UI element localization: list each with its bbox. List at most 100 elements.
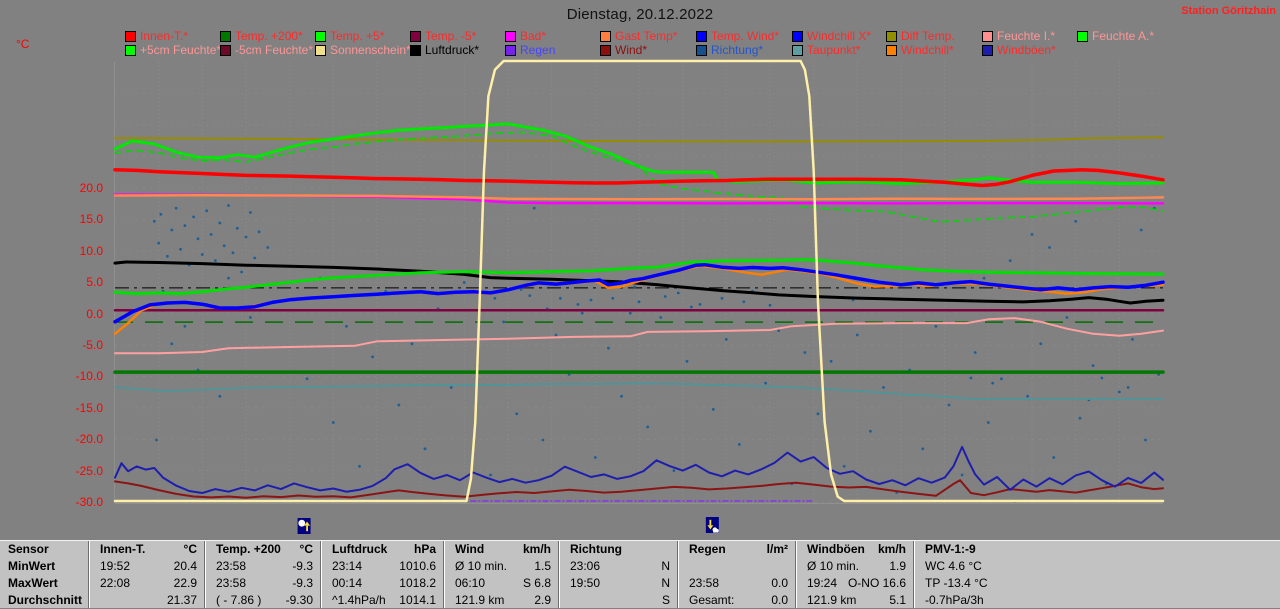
series-richtung-dot (690, 305, 693, 309)
legend-item-label: Windchill* (901, 43, 954, 57)
legend-swatch (982, 30, 993, 42)
series-richtung-dot (742, 300, 746, 304)
legend-swatch (410, 44, 421, 56)
series-richtung-dot (489, 473, 492, 477)
cell-value: S 6.8 (522, 576, 551, 590)
row-label: Durchschnitt (8, 593, 83, 607)
legend-item-label: Sonnenschein* (330, 43, 411, 57)
series-richtung-dot (423, 447, 427, 451)
series-richtung-dot (711, 408, 715, 411)
series-richtung-dot (685, 359, 689, 363)
series-richtung-dot (231, 251, 235, 255)
chart-canvas[interactable] (0, 0, 1280, 540)
cell-value: 20.4 (173, 559, 197, 573)
legend-item-label: Temp. -5* (425, 29, 477, 43)
series-richtung-dot (266, 246, 270, 249)
series-taupunkt (114, 382, 1164, 400)
series-richtung-dot (1008, 259, 1012, 262)
legend-swatch (886, 44, 897, 56)
legend-item-windchill-[interactable]: Windchill* (886, 43, 954, 57)
series-richtung-dot (371, 355, 374, 359)
legend-swatch (505, 30, 516, 42)
legend-item-temp-wind-[interactable]: Temp. Wind* (696, 29, 779, 43)
series-richtung-dot (1026, 394, 1029, 398)
cell-value: 0.0 (771, 593, 788, 607)
series-richtung-dot (214, 259, 217, 262)
series-richtung-dot (253, 256, 257, 260)
legend-item-innen-t-[interactable]: Innen-T.* (125, 29, 188, 43)
series-richtung-dot (410, 342, 414, 346)
legend-item-diff-temp-[interactable]: Diff Temp. (886, 29, 955, 43)
series-windboeen (114, 445, 1164, 494)
legend-swatch (792, 44, 803, 56)
cell-text: Ø 10 min. (455, 559, 508, 573)
series-richtung-dot (628, 311, 632, 315)
legend-swatch (982, 44, 993, 56)
series-richtung-dot (720, 296, 724, 300)
series-feuchte-5cm (114, 131, 1164, 223)
col-unit: hPa (413, 542, 436, 556)
series-richtung-dot (882, 386, 885, 389)
series-richtung-dot (842, 464, 846, 468)
series-luftdruck (113, 260, 1165, 305)
series-richtung-dot (1131, 338, 1134, 341)
legend-item-label: Windchill X* (807, 29, 872, 43)
series-richtung-dot (816, 412, 820, 416)
legend-item-windb-en-[interactable]: Windböen* (982, 43, 1056, 57)
legend-item-+5cm-feuchte-[interactable]: +5cm Feuchte* (125, 43, 221, 57)
legend-item-label: Temp. +200* (235, 29, 303, 43)
legend-item-gast-temp-[interactable]: Gast Temp* (600, 29, 677, 43)
cell-value: 5.1 (889, 593, 906, 607)
series-richtung-dot (305, 377, 309, 381)
legend-item-sonnenschein-[interactable]: Sonnenschein* (315, 43, 411, 57)
y-tick-label: 0.0 (86, 306, 103, 321)
col-unit: km/h (522, 542, 551, 556)
legend-item-temp-+200-[interactable]: Temp. +200* (220, 29, 303, 43)
col-title: Wind (455, 542, 485, 556)
series-richtung-dot (724, 338, 728, 341)
legend-item-taupunkt-[interactable]: Taupunkt* (792, 43, 860, 57)
series-richtung-dot (170, 342, 174, 346)
legend-item-feuchte-i-[interactable]: Feuchte I.* (982, 29, 1055, 43)
page-title: Dienstag, 20.12.2022 (566, 6, 714, 23)
legend-item-temp-5-[interactable]: Temp. -5* (410, 29, 477, 43)
series-richtung-dot (218, 394, 222, 398)
series-richtung-dot (1048, 246, 1051, 249)
series-richtung-dot (1126, 386, 1130, 389)
series-sonnenschein (113, 59, 1165, 503)
legend-item--5cm-feuchte-[interactable]: -5cm Feuchte* (220, 43, 313, 57)
cell-text: 19:24 (807, 576, 838, 590)
legend-item-luftdruck-[interactable]: Luftdruck* (410, 43, 479, 57)
col-title: Temp. +200 (216, 542, 281, 556)
cell-value: 1018.2 (399, 576, 436, 590)
series-richtung-dot (986, 421, 990, 424)
cell-value: 22.9 (173, 576, 197, 590)
legend-swatch (220, 30, 231, 42)
legend-item-richtung-[interactable]: Richtung* (696, 43, 763, 57)
legend-item-feuchte-a-[interactable]: Feuchte A.* (1077, 29, 1154, 43)
series-richtung-dot (633, 285, 636, 289)
table-col-luftdruck: Luftdruck hPa 23:14 1010.6 00:14 1018.2 ^1.4hP… (320, 541, 443, 608)
y-tick-label: 20.0 (79, 181, 103, 195)
cell-value: 1.9 (889, 559, 906, 573)
series-richtung-dot (738, 443, 741, 446)
legend-item-wind-[interactable]: Wind* (600, 43, 647, 57)
series-richtung-dot (672, 469, 676, 472)
legend-swatch (125, 44, 136, 56)
series-richtung-dot (1078, 416, 1082, 420)
legend-item-temp-+5-[interactable]: Temp. +5* (315, 29, 384, 43)
series-richtung-dot (960, 473, 964, 477)
series-richtung-dot (1039, 342, 1043, 346)
legend-item-regen[interactable]: Regen (505, 43, 555, 57)
series-richtung-dot (205, 209, 209, 213)
legend-item-label: Bad* (520, 29, 547, 43)
legend-item-bad-[interactable]: Bad* (505, 29, 547, 43)
series-richtung-dot (982, 276, 986, 280)
cell-text: 23:06 (570, 559, 601, 573)
cell-text: WC 4.6 °C (925, 559, 982, 573)
legend-swatch (1077, 30, 1088, 42)
legend-item-windchill-x-[interactable]: Windchill X* (792, 29, 872, 43)
series-richtung-dot (768, 303, 772, 307)
series-richtung-dot (869, 429, 872, 433)
